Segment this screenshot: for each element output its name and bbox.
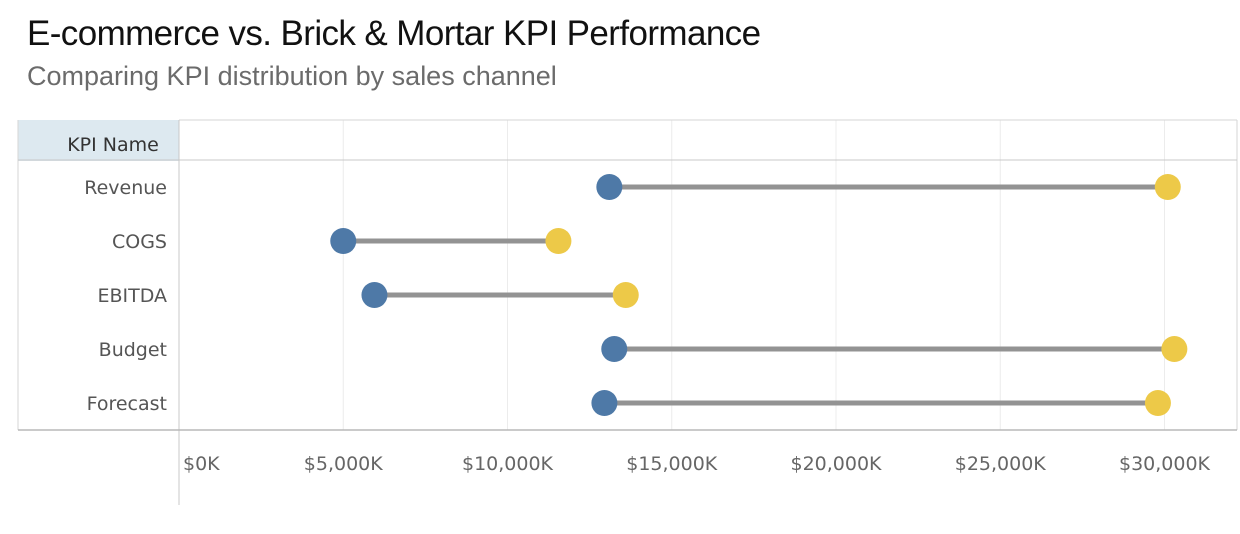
point-blue — [601, 336, 628, 362]
dumbbell-revenue — [596, 174, 1181, 200]
chart-title: E-commerce vs. Brick & Mortar KPI Perfor… — [27, 14, 761, 53]
chart-subtitle: Comparing KPI distribution by sales chan… — [27, 61, 557, 91]
dumbbell-budget — [601, 336, 1188, 362]
x-tick-label: $20,000K — [790, 453, 882, 475]
row-label-budget: Budget — [99, 339, 167, 361]
chart-frame — [17, 119, 1238, 505]
row-labels: Revenue COGS EBITDA Budget Forecast — [84, 177, 167, 415]
row-label-cogs: COGS — [112, 231, 167, 253]
point-blue — [591, 390, 618, 416]
point-blue — [330, 228, 357, 254]
point-yellow — [612, 282, 639, 308]
point-yellow — [545, 228, 572, 254]
gridlines — [342, 120, 1165, 430]
dumbbell-forecast — [591, 390, 1171, 416]
row-header-label: KPI Name — [67, 134, 159, 156]
point-yellow — [1144, 390, 1171, 416]
x-tick-label: $0K — [183, 453, 220, 475]
dumbbell-ebitda — [361, 282, 639, 308]
row-header-cell — [18, 120, 179, 161]
x-tick-label: $10,000K — [462, 453, 554, 475]
dumbbell-marks — [330, 174, 1188, 416]
row-label-forecast: Forecast — [87, 393, 167, 415]
x-tick-label: $25,000K — [955, 453, 1047, 475]
row-label-ebitda: EBITDA — [97, 285, 167, 307]
point-blue — [596, 174, 623, 200]
x-axis-ticks: $0K $5,000K $10,000K $15,000K $20,000K $25,00… — [183, 453, 1211, 475]
row-label-revenue: Revenue — [84, 177, 167, 199]
x-tick-label: $5,000K — [304, 453, 383, 475]
x-tick-label: $30,000K — [1119, 453, 1211, 475]
point-yellow — [1161, 336, 1188, 362]
point-blue — [361, 282, 388, 308]
x-tick-label: $15,000K — [626, 453, 718, 475]
dumbbell-cogs — [330, 228, 572, 254]
point-yellow — [1154, 174, 1181, 200]
